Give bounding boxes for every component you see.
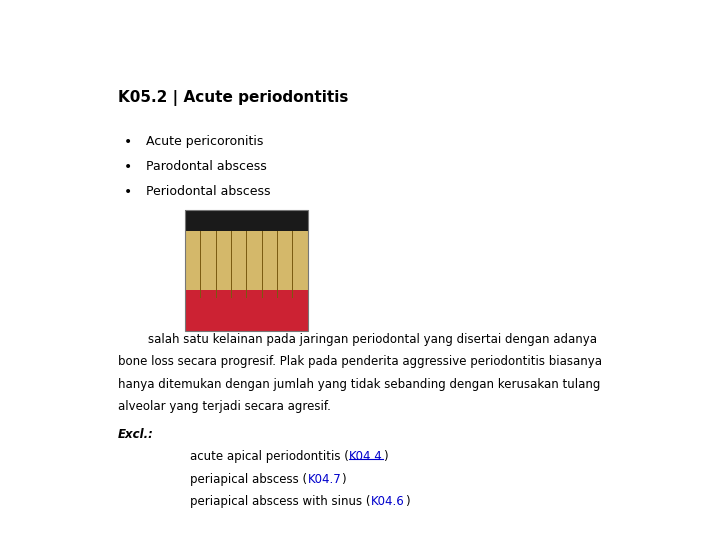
Text: •: • (124, 160, 132, 174)
FancyBboxPatch shape (185, 211, 307, 234)
FancyBboxPatch shape (185, 211, 307, 331)
Text: periapical abscess (: periapical abscess ( (190, 472, 307, 485)
Text: K04.6: K04.6 (371, 495, 405, 508)
Text: ): ) (341, 472, 346, 485)
Text: alveolar yang terjadi secara agresif.: alveolar yang terjadi secara agresif. (118, 400, 330, 413)
Text: K04.4: K04.4 (349, 450, 383, 463)
Text: Acute pericoronitis: Acute pericoronitis (145, 136, 264, 148)
Text: hanya ditemukan dengan jumlah yang tidak sebanding dengan kerusakan tulang: hanya ditemukan dengan jumlah yang tidak… (118, 378, 600, 391)
Text: salah satu kelainan pada jaringan periodontal yang disertai dengan adanya: salah satu kelainan pada jaringan period… (118, 333, 597, 346)
FancyBboxPatch shape (185, 231, 307, 297)
Text: Parodontal abscess: Parodontal abscess (145, 160, 266, 173)
Text: acute apical periodontitis (: acute apical periodontitis ( (190, 450, 349, 463)
Text: periapical abscess with sinus (: periapical abscess with sinus ( (190, 495, 371, 508)
Text: K04.7: K04.7 (307, 472, 341, 485)
Text: K05.2 | Acute periodontitis: K05.2 | Acute periodontitis (118, 90, 348, 106)
FancyBboxPatch shape (185, 290, 307, 331)
Text: ): ) (383, 450, 387, 463)
Text: ): ) (405, 495, 409, 508)
Text: •: • (124, 136, 132, 150)
Text: bone loss secara progresif. Plak pada penderita aggressive periodontitis biasany: bone loss secara progresif. Plak pada pe… (118, 355, 602, 368)
Text: Periodontal abscess: Periodontal abscess (145, 185, 270, 198)
Text: Excl.:: Excl.: (118, 428, 154, 441)
Text: •: • (124, 185, 132, 199)
